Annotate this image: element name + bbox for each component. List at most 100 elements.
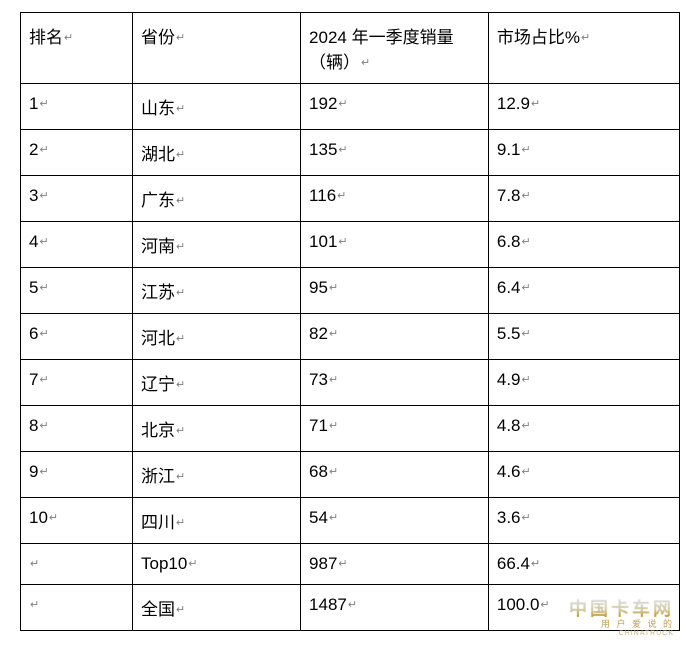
cell-text: 987 <box>309 554 337 573</box>
cell-text: 5.5 <box>497 324 521 343</box>
cell-text: 6.8 <box>497 232 521 251</box>
cell-province: 北京↵ <box>133 406 301 452</box>
table-row: ↵全国↵1487↵100.0↵ <box>21 585 680 631</box>
table-row: 8↵北京↵71↵4.8↵ <box>21 406 680 452</box>
paragraph-mark-icon: ↵ <box>348 598 357 611</box>
paragraph-mark-icon: ↵ <box>39 235 48 248</box>
cell-text: 6.4 <box>497 278 521 297</box>
cell-text: 68 <box>309 462 328 481</box>
cell-text: 四川 <box>141 513 175 532</box>
cell-text: 73 <box>309 370 328 389</box>
paragraph-mark-icon: ↵ <box>39 373 48 386</box>
cell-text: 江苏 <box>141 283 175 302</box>
cell-text: 4 <box>29 232 38 251</box>
cell-share: 100.0↵ <box>488 585 679 631</box>
paragraph-mark-icon: ↵ <box>329 327 338 340</box>
watermark-en: CHINATRUCK <box>569 630 674 637</box>
cell-text: 7 <box>29 370 38 389</box>
table-header-row: 排名↵ 省份↵ 2024 年一季度销量 （辆）↵ 市场占比%↵ <box>21 13 680 84</box>
col-header-province: 省份↵ <box>133 13 301 84</box>
cell-sales: 95↵ <box>301 268 489 314</box>
cell-text: 95 <box>309 278 328 297</box>
cell-sales: 987↵ <box>301 544 489 585</box>
paragraph-mark-icon: ↵ <box>329 373 338 386</box>
cell-text: 3.6 <box>497 508 521 527</box>
cell-share: 4.6↵ <box>488 452 679 498</box>
paragraph-mark-icon: ↵ <box>522 465 531 478</box>
paragraph-mark-icon: ↵ <box>176 286 185 299</box>
sales-table: 排名↵ 省份↵ 2024 年一季度销量 （辆）↵ 市场占比%↵ 1↵山东↵192… <box>20 12 680 631</box>
cell-rank: 10↵ <box>21 498 133 544</box>
table-row: 7↵辽宁↵73↵4.9↵ <box>21 360 680 406</box>
cell-share: 12.9↵ <box>488 84 679 130</box>
paragraph-mark-icon: ↵ <box>338 557 347 570</box>
cell-text: 135 <box>309 140 337 159</box>
paragraph-mark-icon: ↵ <box>39 143 48 156</box>
paragraph-mark-icon: ↵ <box>522 281 531 294</box>
paragraph-mark-icon: ↵ <box>522 373 531 386</box>
paragraph-mark-icon: ↵ <box>30 557 39 570</box>
paragraph-mark-icon: ↵ <box>540 598 549 611</box>
cell-share: 3.6↵ <box>488 498 679 544</box>
cell-province: 湖北↵ <box>133 130 301 176</box>
paragraph-mark-icon: ↵ <box>531 97 540 110</box>
paragraph-mark-icon: ↵ <box>338 235 347 248</box>
paragraph-mark-icon: ↵ <box>522 189 531 202</box>
cell-rank: 9↵ <box>21 452 133 498</box>
paragraph-mark-icon: ↵ <box>581 31 590 44</box>
table-row: 1↵山东↵192↵12.9↵ <box>21 84 680 130</box>
cell-text: 82 <box>309 324 328 343</box>
cell-text: 广东 <box>141 191 175 210</box>
paragraph-mark-icon: ↵ <box>338 143 347 156</box>
cell-text: Top10 <box>141 554 187 573</box>
cell-rank: 1↵ <box>21 84 133 130</box>
cell-text: 4.6 <box>497 462 521 481</box>
cell-sales: 135↵ <box>301 130 489 176</box>
paragraph-mark-icon: ↵ <box>329 465 338 478</box>
cell-share: 4.9↵ <box>488 360 679 406</box>
cell-sales: 1487↵ <box>301 585 489 631</box>
table-row: 9↵浙江↵68↵4.6↵ <box>21 452 680 498</box>
cell-text: 101 <box>309 232 337 251</box>
paragraph-mark-icon: ↵ <box>522 235 531 248</box>
cell-rank: ↵ <box>21 544 133 585</box>
paragraph-mark-icon: ↵ <box>176 516 185 529</box>
paragraph-mark-icon: ↵ <box>176 332 185 345</box>
cell-sales: 54↵ <box>301 498 489 544</box>
paragraph-mark-icon: ↵ <box>188 557 197 570</box>
cell-text: 12.9 <box>497 94 530 113</box>
cell-text: 9.1 <box>497 140 521 159</box>
paragraph-mark-icon: ↵ <box>522 419 531 432</box>
cell-text: 192 <box>309 94 337 113</box>
cell-province: 河南↵ <box>133 222 301 268</box>
cell-sales: 73↵ <box>301 360 489 406</box>
cell-text: （辆） <box>309 53 360 72</box>
cell-text: 河北 <box>141 329 175 348</box>
paragraph-mark-icon: ↵ <box>176 603 185 616</box>
cell-text: 浙江 <box>141 467 175 486</box>
cell-text: 7.8 <box>497 186 521 205</box>
cell-rank: 5↵ <box>21 268 133 314</box>
table-row: 2↵湖北↵135↵9.1↵ <box>21 130 680 176</box>
cell-province: 浙江↵ <box>133 452 301 498</box>
cell-text: 4.8 <box>497 416 521 435</box>
paragraph-mark-icon: ↵ <box>522 143 531 156</box>
paragraph-mark-icon: ↵ <box>39 465 48 478</box>
cell-rank: ↵ <box>21 585 133 631</box>
cell-province: 广东↵ <box>133 176 301 222</box>
cell-text: 54 <box>309 508 328 527</box>
cell-rank: 4↵ <box>21 222 133 268</box>
cell-share: 9.1↵ <box>488 130 679 176</box>
cell-text: 市场占比% <box>497 28 580 47</box>
cell-text: 3 <box>29 186 38 205</box>
paragraph-mark-icon: ↵ <box>49 511 58 524</box>
cell-text: 2 <box>29 140 38 159</box>
paragraph-mark-icon: ↵ <box>39 189 48 202</box>
cell-text: 5 <box>29 278 38 297</box>
paragraph-mark-icon: ↵ <box>176 424 185 437</box>
table-row: 4↵河南↵101↵6.8↵ <box>21 222 680 268</box>
cell-text: 10 <box>29 508 48 527</box>
cell-province: 全国↵ <box>133 585 301 631</box>
table-body: 1↵山东↵192↵12.9↵2↵湖北↵135↵9.1↵3↵广东↵116↵7.8↵… <box>21 84 680 631</box>
paragraph-mark-icon: ↵ <box>531 557 540 570</box>
